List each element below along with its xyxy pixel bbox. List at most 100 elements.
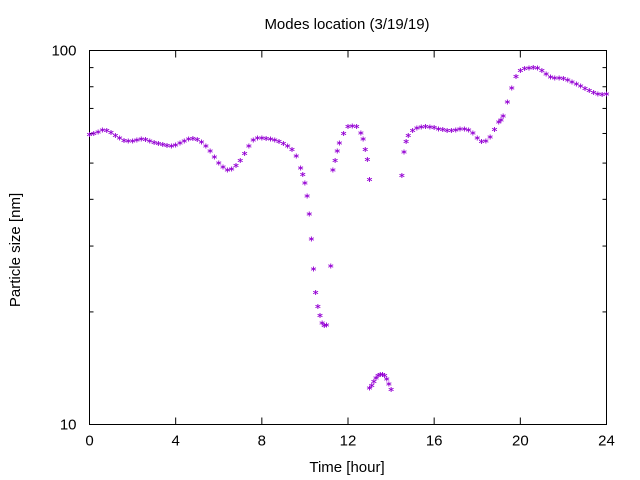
data-point: *: [373, 373, 379, 386]
data-point: *: [308, 235, 314, 248]
data-point: *: [384, 375, 390, 388]
data-point: *: [104, 126, 110, 139]
data-point: *: [160, 140, 166, 153]
data-point: *: [500, 111, 506, 124]
data-point: *: [328, 261, 334, 274]
data-point: *: [367, 384, 373, 397]
data-point: *: [242, 149, 248, 162]
x-tick-label: 24: [598, 433, 615, 450]
data-point: *: [289, 145, 295, 158]
data-point: *: [224, 165, 230, 178]
data-points: ****************************************…: [87, 63, 610, 398]
data-point: *: [578, 82, 584, 95]
data-point: *: [479, 137, 485, 150]
data-point: *: [595, 90, 601, 103]
data-point: *: [358, 129, 364, 142]
x-axis: 0 4 8 12 16 20 24: [85, 50, 615, 450]
data-point: *: [436, 124, 442, 137]
data-point: *: [405, 131, 411, 144]
data-point: *: [255, 134, 261, 147]
data-point: *: [91, 129, 97, 142]
data-point: *: [268, 134, 274, 147]
data-point: *: [449, 126, 455, 139]
data-point: *: [543, 69, 549, 82]
data-point: *: [186, 135, 192, 148]
data-point: *: [317, 311, 323, 324]
y-tick-label: 100: [51, 43, 76, 60]
data-point: *: [522, 64, 528, 77]
data-point: *: [403, 137, 409, 150]
data-point: *: [582, 84, 588, 97]
data-point: *: [444, 126, 450, 139]
data-point: *: [461, 124, 467, 137]
y-axis: 10 100: [51, 43, 607, 434]
data-point: *: [561, 74, 567, 87]
data-point: *: [341, 129, 347, 142]
data-point: *: [505, 98, 511, 111]
data-point: *: [285, 141, 291, 154]
data-point: *: [337, 139, 343, 152]
data-point: *: [293, 151, 299, 164]
data-point: *: [388, 385, 394, 398]
data-point: *: [207, 146, 213, 159]
data-point: *: [143, 135, 149, 148]
data-point: *: [369, 381, 375, 394]
data-point: *: [263, 134, 269, 147]
data-point: *: [108, 128, 114, 141]
data-point: *: [177, 139, 183, 152]
data-point: *: [121, 136, 127, 149]
data-point: *: [151, 138, 157, 151]
data-point: *: [117, 134, 123, 147]
data-point: *: [324, 320, 330, 333]
data-point: *: [552, 73, 558, 86]
data-point: *: [530, 63, 536, 76]
data-point: *: [466, 125, 472, 138]
data-point: *: [427, 122, 433, 135]
data-point: *: [399, 171, 405, 184]
data-point: *: [259, 134, 265, 147]
data-point: *: [319, 319, 325, 332]
data-point: *: [354, 122, 360, 135]
data-point: *: [306, 210, 312, 223]
data-point: *: [586, 86, 592, 99]
data-point: *: [375, 371, 381, 384]
data-point: *: [212, 153, 218, 166]
data-point: *: [130, 136, 136, 149]
data-point: *: [246, 142, 252, 155]
data-point: *: [365, 155, 371, 168]
data-point: *: [599, 90, 605, 103]
data-point: *: [474, 133, 480, 146]
data-point: *: [565, 76, 571, 89]
data-point: *: [492, 125, 498, 138]
data-point: *: [304, 191, 310, 204]
data-point: *: [517, 66, 523, 79]
y-axis-label: Particle size [nm]: [7, 193, 24, 307]
data-point: *: [315, 302, 321, 315]
data-point: *: [194, 135, 200, 148]
data-point: *: [237, 156, 243, 169]
data-point: *: [298, 163, 304, 176]
data-point: *: [513, 72, 519, 85]
data-point: *: [470, 128, 476, 141]
data-point: *: [311, 265, 317, 278]
data-point: *: [496, 117, 502, 130]
data-point: *: [414, 123, 420, 136]
data-point: *: [164, 141, 170, 154]
x-tick-label: 8: [258, 433, 266, 450]
x-tick-label: 0: [85, 433, 93, 450]
data-point: *: [360, 135, 366, 148]
data-point: *: [332, 156, 338, 169]
data-point: *: [487, 133, 493, 146]
data-point: *: [423, 122, 429, 135]
data-point: *: [573, 80, 579, 93]
data-point: *: [371, 377, 377, 390]
data-point: *: [401, 148, 407, 161]
data-point: *: [410, 126, 416, 139]
data-point: *: [147, 136, 153, 149]
data-point: *: [453, 125, 459, 138]
data-point: *: [539, 66, 545, 79]
data-point: *: [457, 124, 463, 137]
data-point: *: [190, 134, 196, 147]
data-point: *: [440, 125, 446, 138]
data-point: *: [173, 140, 179, 153]
